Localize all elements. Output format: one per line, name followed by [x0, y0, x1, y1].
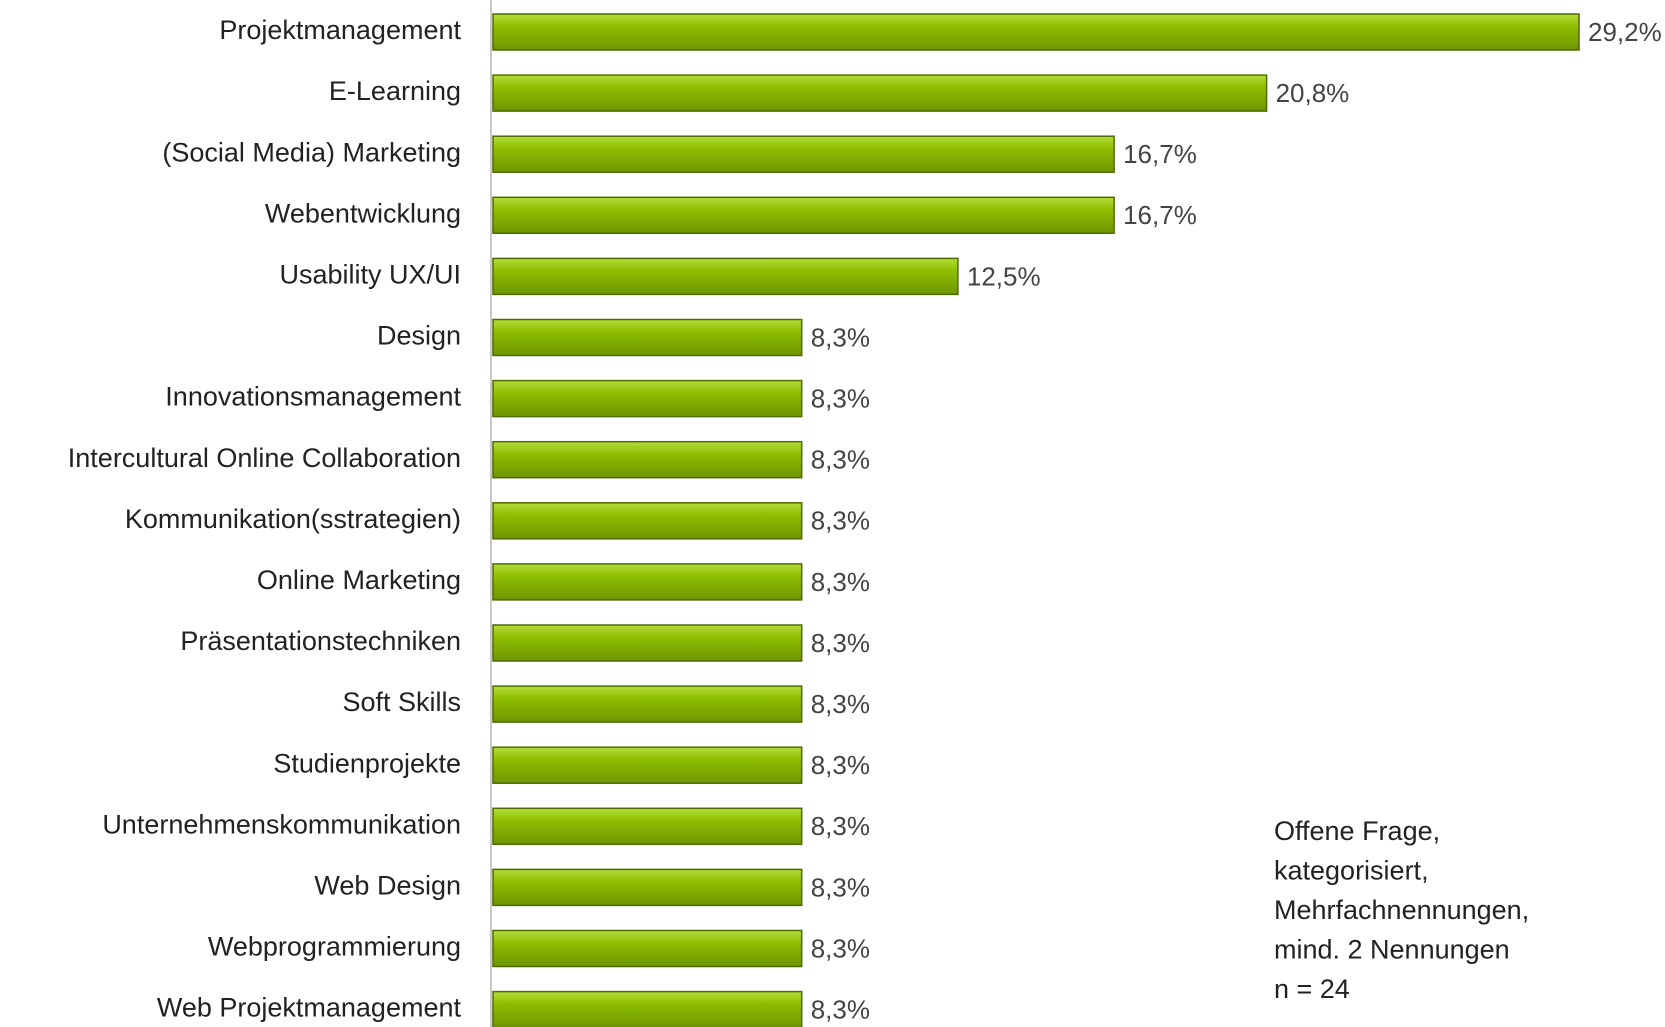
category-label: Web Design [314, 871, 461, 901]
bar [492, 379, 803, 418]
bar [492, 440, 803, 479]
bar [492, 13, 1580, 51]
value-label: 29,2% [1588, 17, 1662, 47]
category-label: Webprogrammierung [208, 932, 461, 962]
bar [492, 624, 803, 662]
bar [492, 74, 1268, 112]
bar [492, 685, 803, 723]
category-label: Usability UX/UI [279, 260, 461, 290]
category-label: Innovationsmanagement [165, 382, 461, 412]
category-label: Online Marketing [257, 565, 461, 595]
value-label: 8,3% [811, 567, 870, 597]
value-label: 8,3% [811, 933, 870, 963]
value-label: 8,3% [811, 506, 870, 536]
bar [492, 318, 803, 357]
value-label: 8,3% [811, 872, 870, 902]
value-label: 8,3% [811, 994, 870, 1024]
value-label: 8,3% [811, 750, 870, 780]
category-label: Web Projektmanagement [157, 993, 462, 1023]
category-label: Intercultural Online Collaboration [68, 443, 461, 473]
value-label: 8,3% [811, 322, 870, 352]
bar [492, 502, 803, 540]
bar [492, 746, 803, 784]
category-label: E-Learning [329, 76, 461, 106]
value-label: 12,5% [967, 261, 1041, 291]
note: n = 24 [1274, 974, 1350, 1004]
bar [492, 807, 803, 846]
note: mind. 2 Nennungen [1274, 935, 1510, 965]
bar [492, 257, 959, 296]
value-label: 8,3% [811, 811, 870, 841]
value-label: 8,3% [811, 445, 870, 475]
note: Offene Frage, [1274, 816, 1440, 846]
value-label: 20,8% [1276, 78, 1350, 108]
value-label: 16,7% [1123, 139, 1197, 169]
value-label: 8,3% [811, 628, 870, 658]
category-label: Unternehmenskommunikation [102, 809, 461, 839]
category-label: Kommunikation(sstrategien) [125, 504, 461, 534]
category-label: Webentwicklung [265, 198, 461, 228]
category-label: (Social Media) Marketing [162, 137, 461, 167]
bar [492, 868, 803, 907]
bar [492, 196, 1115, 235]
value-label: 16,7% [1123, 200, 1197, 230]
value-label: 8,3% [811, 689, 870, 719]
bar [492, 135, 1115, 173]
note: Mehrfachnennungen, [1274, 895, 1529, 925]
category-label: Design [377, 321, 461, 351]
value-label: 8,3% [811, 383, 870, 413]
bar [492, 990, 803, 1027]
category-label: Projektmanagement [219, 15, 461, 45]
category-label: Studienprojekte [273, 748, 461, 778]
category-label: Präsentationstechniken [180, 626, 461, 656]
category-label: Soft Skills [342, 687, 461, 717]
note: kategorisiert, [1274, 856, 1429, 886]
bar [492, 929, 803, 968]
bar [492, 563, 803, 601]
